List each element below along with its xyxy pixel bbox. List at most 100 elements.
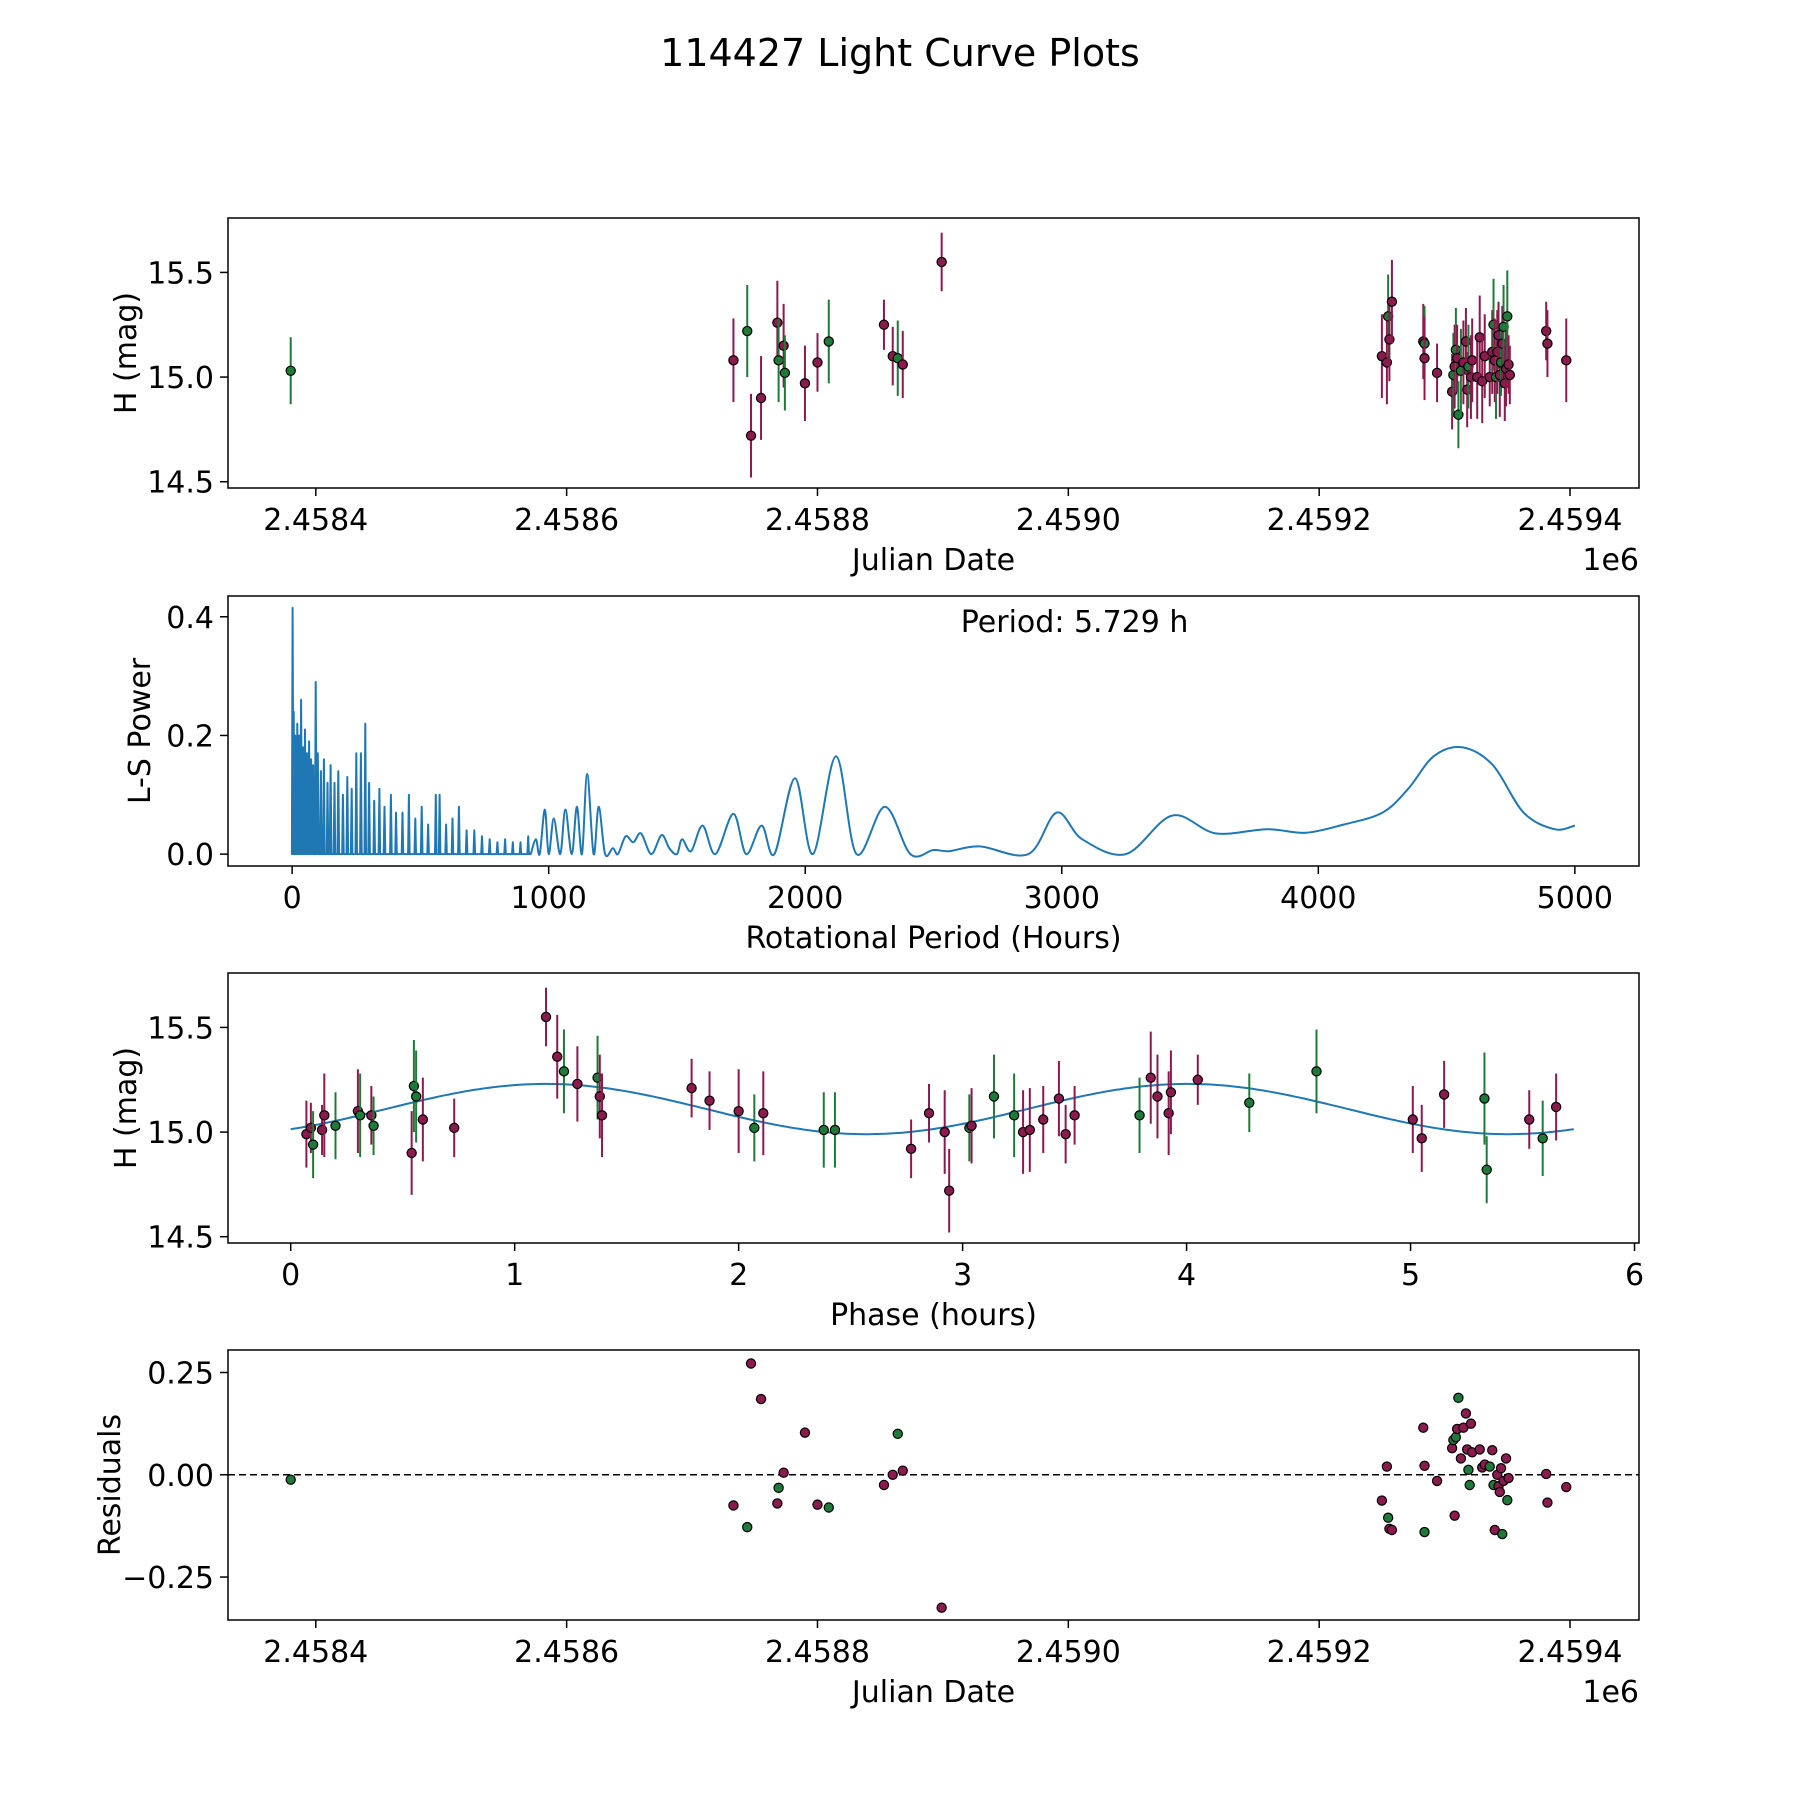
x-offset-label: 1e6 (1582, 1675, 1639, 1710)
data-point (823, 336, 834, 347)
data-point (758, 1108, 769, 1119)
data-point (319, 1110, 330, 1121)
data-point (1431, 367, 1443, 379)
x-tick-label: 4 (1177, 1258, 1196, 1293)
data-point (1502, 1494, 1513, 1506)
data-point (905, 1143, 917, 1155)
x-tick-label: 2.4586 (514, 503, 619, 538)
data-point (1008, 1110, 1020, 1121)
data-point (745, 1358, 757, 1369)
data-point (1152, 1091, 1163, 1102)
data-point (406, 1147, 417, 1159)
x-tick-label: 2.4588 (765, 1635, 870, 1670)
data-point (307, 1139, 319, 1150)
data-point (897, 359, 908, 370)
data-point (704, 1095, 715, 1106)
data-point (1416, 1133, 1427, 1144)
y-tick-label: 0.4 (166, 601, 214, 636)
data-point (1145, 1072, 1156, 1083)
x-tick-label: 3000 (1024, 881, 1100, 916)
x-tick-label: 1000 (511, 881, 587, 916)
data-point (1449, 1510, 1460, 1521)
data-point (878, 319, 890, 330)
x-tick-label: 0 (281, 1258, 300, 1293)
data-point (330, 1120, 341, 1131)
x-tick-label: 5 (1401, 1258, 1420, 1293)
x-tick-label: 2.4588 (765, 503, 870, 538)
y-axis-label: H (mag) (109, 1047, 144, 1169)
model-curve (290, 1082, 1574, 1136)
axes-frame (227, 1349, 1640, 1621)
data-point (812, 1499, 823, 1510)
data-point (1540, 325, 1552, 337)
data-point (943, 1185, 955, 1196)
data-point (773, 1482, 784, 1494)
data-point (572, 1078, 583, 1090)
data-point (417, 1114, 429, 1125)
x-tick-label: 2000 (767, 881, 843, 916)
data-point (823, 1502, 834, 1513)
data-point (887, 1469, 898, 1480)
x-offset-label: 1e6 (1582, 543, 1639, 578)
x-tick-label: 2.4590 (1016, 1635, 1121, 1670)
data-point (799, 378, 811, 389)
data-point (1500, 1453, 1512, 1464)
y-tick-label: −0.25 (122, 1561, 214, 1596)
data-point (1419, 1526, 1430, 1538)
x-tick-label: 1 (505, 1258, 524, 1293)
x-tick-label: 2 (729, 1258, 748, 1293)
data-point (892, 1428, 903, 1440)
y-tick-label: 15.0 (147, 1116, 214, 1151)
data-point (1481, 1164, 1492, 1175)
data-point (923, 1108, 935, 1119)
data-point (812, 357, 823, 368)
periodogram-line (290, 606, 1576, 858)
phase-folded-panel: 0 1 2 3 4 5 6 14.5 15.0 15.5 Phase (hours) H (mag) (109, 972, 1644, 1333)
data-point (1060, 1128, 1071, 1140)
data-point (1463, 1464, 1474, 1476)
y-tick-label: 15.5 (147, 256, 214, 291)
data-point (1376, 1495, 1388, 1506)
data-point (1134, 1110, 1145, 1121)
data-point (1024, 1124, 1036, 1136)
data-point (285, 1474, 296, 1485)
data-point (1487, 1445, 1498, 1456)
data-point (878, 1479, 890, 1491)
data-point (1474, 1444, 1485, 1455)
data-point (936, 256, 947, 268)
data-point (1069, 1110, 1080, 1121)
periodogram-panel: Period: 5.729 h 0 1000 2000 3000 4000 5000 0.0 0… (123, 595, 1640, 956)
y-axis-label: Residuals (93, 1414, 128, 1556)
x-tick-label: 2.4584 (263, 1635, 368, 1670)
data-point (728, 1500, 739, 1511)
data-point (552, 1051, 563, 1062)
data-point (733, 1105, 744, 1117)
data-point (1431, 1475, 1443, 1487)
data-point (1537, 1133, 1548, 1144)
data-point (1386, 1524, 1398, 1536)
data-point (799, 1427, 811, 1438)
residuals-panel: 2.4584 2.4586 2.4588 2.4590 2.4592 2.4594 −0.2… (93, 1349, 1640, 1710)
data-point (1053, 1093, 1065, 1104)
y-tick-label: 14.5 (147, 466, 214, 501)
data-point (686, 1082, 697, 1094)
data-point (1418, 1422, 1429, 1433)
data-point (1484, 1461, 1495, 1472)
x-tick-label: 2.4584 (263, 503, 368, 538)
x-axis-label: Julian Date (850, 1675, 1015, 1710)
data-point (1386, 296, 1398, 307)
y-tick-label: 0.00 (147, 1459, 214, 1494)
x-tick-label: 6 (1625, 1258, 1644, 1293)
x-tick-label: 2.4594 (1518, 1635, 1623, 1670)
data-point (1192, 1074, 1203, 1085)
data-point (1494, 1486, 1505, 1498)
data-point (410, 1091, 422, 1102)
data-point (1465, 1418, 1477, 1429)
data-point (1453, 1392, 1464, 1404)
data-point (778, 340, 789, 351)
x-tick-label: 2.4590 (1016, 503, 1121, 538)
data-point (596, 1110, 608, 1121)
data-point (1503, 359, 1514, 370)
x-tick-label: 2.4592 (1267, 1635, 1372, 1670)
